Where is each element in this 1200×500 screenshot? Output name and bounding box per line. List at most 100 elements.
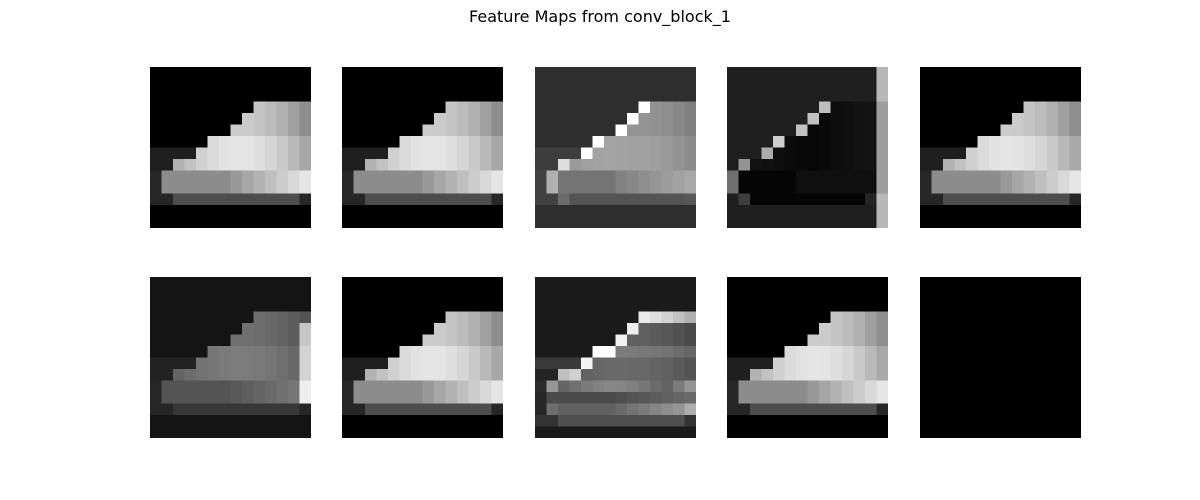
pixel <box>150 277 162 289</box>
pixel <box>876 159 888 171</box>
pixel <box>546 311 559 324</box>
pixel <box>684 392 696 404</box>
pixel <box>604 311 616 324</box>
pixel <box>299 403 311 416</box>
pixel <box>650 216 662 228</box>
pixel <box>661 380 674 393</box>
pixel <box>445 159 458 171</box>
pixel <box>581 415 593 427</box>
pixel <box>661 277 674 289</box>
pixel <box>627 334 639 347</box>
pixel <box>219 182 231 194</box>
pixel <box>684 300 696 312</box>
pixel <box>673 334 685 347</box>
pixel <box>1023 113 1036 125</box>
pixel <box>411 170 423 183</box>
pixel <box>650 67 662 79</box>
pixel <box>569 415 582 427</box>
pixel <box>207 426 220 438</box>
pixel <box>546 136 559 148</box>
pixel <box>219 392 231 404</box>
pixel <box>615 403 628 416</box>
pixel <box>773 159 785 171</box>
pixel <box>230 159 243 171</box>
pixel <box>546 334 559 347</box>
pixel <box>376 369 389 381</box>
pixel <box>196 334 208 347</box>
pixel <box>853 136 866 148</box>
pixel <box>491 147 503 160</box>
pixel <box>242 193 254 206</box>
pixel <box>750 90 762 102</box>
pixel <box>784 205 797 217</box>
pixel <box>761 90 774 102</box>
pixel <box>931 193 944 206</box>
pixel <box>546 78 559 91</box>
pixel <box>265 124 277 137</box>
pixel <box>253 193 266 206</box>
pixel <box>592 78 605 91</box>
pixel <box>865 205 877 217</box>
pixel <box>673 288 685 301</box>
pixel <box>650 357 662 370</box>
feature-map-image <box>920 277 1081 438</box>
pixel <box>265 323 277 335</box>
pixel <box>173 334 185 347</box>
pixel <box>422 403 435 416</box>
pixel <box>738 380 751 393</box>
pixel <box>627 392 639 404</box>
pixel <box>673 346 685 358</box>
pixel <box>876 205 888 217</box>
pixel <box>445 334 458 347</box>
pixel <box>480 101 492 114</box>
pixel <box>738 90 751 102</box>
pixel <box>650 159 662 171</box>
pixel <box>546 369 559 381</box>
pixel <box>581 426 593 438</box>
pixel <box>627 182 639 194</box>
pixel <box>673 193 685 206</box>
pixel <box>581 369 593 381</box>
pixel <box>230 403 243 416</box>
pixel <box>865 136 877 148</box>
pixel <box>150 380 162 393</box>
pixel <box>819 216 831 228</box>
pixel <box>184 426 197 438</box>
pixel <box>480 392 492 404</box>
pixel <box>546 67 559 79</box>
pixel <box>299 124 311 137</box>
pixel <box>422 369 435 381</box>
pixel <box>853 159 866 171</box>
pixel <box>773 403 785 416</box>
pixel <box>650 392 662 404</box>
feature-map-5 <box>920 67 1081 228</box>
pixel <box>491 113 503 125</box>
pixel <box>288 277 300 289</box>
pixel <box>445 147 458 160</box>
pixel <box>627 346 639 358</box>
pixel <box>738 392 751 404</box>
pixel <box>569 159 582 171</box>
pixel <box>253 159 266 171</box>
pixel <box>173 415 185 427</box>
pixel <box>592 90 605 102</box>
pixel <box>1000 182 1013 194</box>
pixel <box>661 403 674 416</box>
pixel <box>276 170 289 183</box>
pixel <box>727 147 739 160</box>
pixel <box>592 288 605 301</box>
pixel <box>468 311 481 324</box>
pixel <box>604 147 616 160</box>
pixel <box>230 426 243 438</box>
pixel <box>196 277 208 289</box>
pixel <box>207 136 220 148</box>
pixel <box>796 216 808 228</box>
pixel <box>1012 136 1024 148</box>
pixel <box>445 193 458 206</box>
pixel <box>842 357 854 370</box>
pixel <box>796 136 808 148</box>
pixel <box>253 415 266 427</box>
pixel <box>434 334 446 347</box>
pixel <box>299 136 311 148</box>
pixel <box>535 147 547 160</box>
